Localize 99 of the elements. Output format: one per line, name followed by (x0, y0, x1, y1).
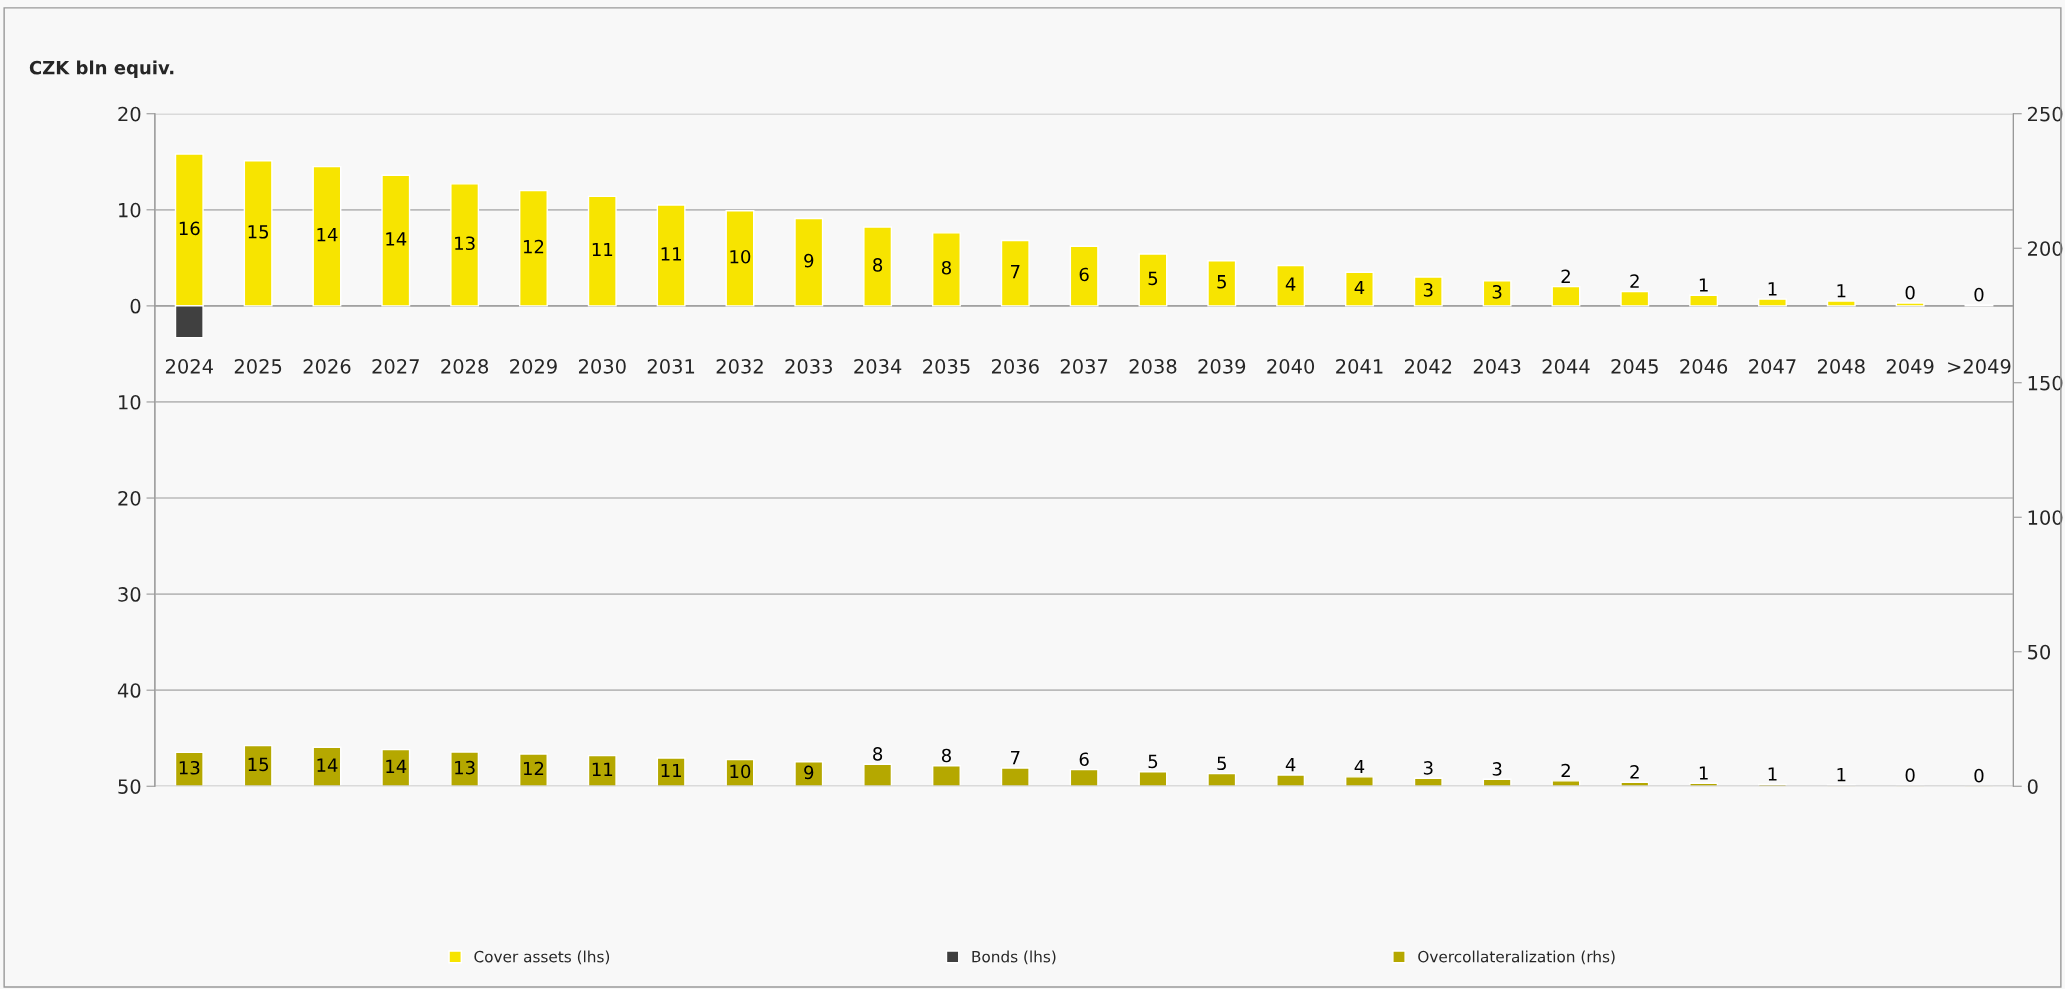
data-label: 1 (1768, 282, 1777, 296)
legend-label: Bonds (lhs) (972, 950, 1056, 965)
data-label: 1 (1837, 284, 1846, 298)
y-tick-label: 20 (118, 106, 141, 122)
y-tick-label: 20 (118, 490, 141, 506)
data-label: 1 (1837, 767, 1846, 782)
x-tick-label: 2032 (716, 359, 763, 374)
legend-label: Cover assets (lhs) (474, 950, 610, 965)
data-label: 11 (592, 762, 613, 776)
y-tick-label: 30 (118, 587, 141, 602)
data-label: 6 (1079, 752, 1089, 767)
x-tick-label: 2026 (303, 359, 351, 374)
x-tick-label: >2049 (1948, 359, 2011, 374)
data-label: 8 (941, 260, 951, 275)
data-label: 2 (1561, 269, 1570, 283)
y-tick-label: 50 (118, 779, 141, 794)
x-tick-label: 2044 (1542, 359, 1590, 374)
y2-tick-label: 0 (2027, 779, 2038, 794)
data-label: 5 (1148, 754, 1158, 769)
data-label: 6 (1079, 267, 1089, 282)
data-label: 7 (1011, 751, 1020, 765)
data-label: 14 (317, 228, 338, 242)
y2-tick-label: 200 (2027, 241, 2063, 256)
x-tick-label: 2030 (578, 359, 626, 374)
data-label: 13 (455, 236, 475, 251)
data-label: 14 (317, 758, 338, 772)
x-tick-label: 2037 (1060, 359, 1108, 374)
data-label: 0 (1974, 287, 1984, 302)
x-tick-label: 2039 (1198, 359, 1246, 374)
legend-label: Overcollateralization (rhs) (1418, 950, 1615, 965)
x-tick-label: 2035 (923, 359, 970, 374)
data-label: 10 (730, 249, 751, 264)
data-label: 9 (804, 765, 814, 780)
data-label: 0 (1974, 768, 1984, 783)
data-label: 8 (873, 258, 883, 272)
data-label: 4 (1354, 759, 1365, 774)
data-label: 7 (1011, 265, 1020, 279)
data-label: 13 (179, 760, 200, 775)
x-tick-label: 2034 (854, 359, 902, 374)
data-label: 0 (1905, 285, 1915, 300)
data-label: 10 (730, 764, 751, 779)
data-label: 1 (1699, 766, 1708, 780)
x-tick-label: 2024 (165, 359, 213, 374)
x-tick-label: 2036 (991, 359, 1039, 374)
data-label: 5 (1148, 271, 1158, 286)
data-label: 1 (1699, 278, 1708, 292)
x-tick-label: 2041 (1336, 359, 1383, 374)
data-label: 12 (523, 761, 544, 776)
data-label: 4 (1285, 758, 1296, 772)
x-tick-label: 2027 (372, 359, 419, 374)
data-label: 8 (873, 747, 883, 761)
x-tick-label: 2040 (1267, 359, 1315, 374)
chart-title: CZK bln equiv. (29, 60, 174, 78)
data-label: 12 (523, 239, 544, 254)
data-label: 13 (455, 760, 475, 775)
x-tick-label: 2033 (785, 359, 832, 374)
x-tick-label: 2029 (510, 359, 557, 374)
x-tick-label: 2049 (1886, 359, 1934, 374)
data-label: 14 (386, 232, 407, 246)
data-label: 11 (661, 763, 681, 778)
data-label: 15 (248, 757, 269, 772)
data-label: 3 (1492, 284, 1502, 299)
data-label: 0 (1905, 768, 1915, 782)
x-tick-label: 2048 (1817, 359, 1865, 374)
data-label: 4 (1354, 280, 1365, 295)
data-label: 15 (248, 225, 269, 239)
data-label: 1 (1768, 767, 1777, 781)
data-label: 2 (1561, 763, 1570, 778)
y-tick-label: 10 (119, 202, 141, 218)
data-label: 11 (592, 242, 613, 257)
data-label: 5 (1217, 275, 1226, 289)
y-tick-label: 40 (117, 683, 141, 698)
x-tick-label: 2028 (441, 359, 489, 374)
data-label: 5 (1217, 756, 1226, 771)
y2-tick-label: 100 (2028, 510, 2063, 525)
data-label: 14 (386, 759, 407, 773)
y2-tick-label: 250 (2027, 106, 2063, 122)
x-tick-label: 2045 (1611, 359, 1658, 374)
x-tick-label: 2042 (1404, 359, 1452, 374)
y-tick-label: 0 (130, 298, 141, 314)
data-label: 4 (1285, 277, 1296, 291)
y-tick-label: 10 (119, 394, 141, 410)
data-label: 2 (1630, 765, 1639, 779)
data-label: 11 (661, 247, 681, 261)
x-tick-label: 2038 (1129, 359, 1177, 374)
data-label: 8 (941, 748, 951, 763)
data-label: 9 (804, 253, 814, 268)
data-label: 16 (179, 221, 200, 236)
x-tick-label: 2031 (647, 359, 695, 374)
data-label: 2 (1630, 274, 1639, 288)
y2-tick-label: 150 (2028, 375, 2063, 391)
data-label: 3 (1492, 762, 1502, 776)
x-tick-label: 2046 (1680, 359, 1728, 374)
x-tick-label: 2047 (1749, 359, 1796, 374)
data-label: 3 (1423, 761, 1433, 775)
data-label: 3 (1423, 283, 1433, 297)
x-tick-label: 2025 (234, 359, 282, 374)
x-tick-label: 2043 (1473, 359, 1521, 374)
y2-tick-label: 50 (2028, 644, 2051, 660)
